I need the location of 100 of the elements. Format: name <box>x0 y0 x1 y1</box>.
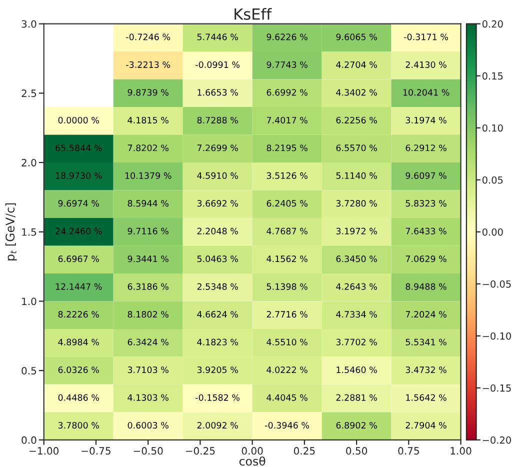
data-label: -0.3946 % <box>265 422 310 429</box>
data-label: 2.4130 % <box>406 61 446 68</box>
data-label: 8.1802 % <box>128 311 168 318</box>
data-label: 8.5944 % <box>128 200 168 207</box>
x-tick-label: 1.00 <box>450 447 472 455</box>
data-label: 3.7800 % <box>58 422 99 429</box>
data-label: 5.5341 % <box>406 338 446 346</box>
data-label: 1.5460 % <box>336 366 377 374</box>
x-tick-label: −1.00 <box>30 447 59 455</box>
x-tick-label: 0.75 <box>398 447 419 455</box>
color-bar-label: 0.20 <box>482 20 503 28</box>
data-label: 7.6433 % <box>406 228 446 234</box>
data-label: 3.1974 % <box>406 116 446 124</box>
chart-title: KsEff <box>234 8 272 20</box>
data-label: 9.8739 % <box>128 89 168 96</box>
data-label: 4.1823 % <box>197 338 238 346</box>
data-label: 4.2704 % <box>336 61 377 68</box>
data-label: -0.3171 % <box>404 34 448 40</box>
data-label: 3.5126 % <box>266 172 308 179</box>
data-label: 6.3186 % <box>128 283 168 290</box>
data-label: 4.0222 % <box>266 366 308 374</box>
data-label: 9.6974 % <box>58 200 99 207</box>
y-tick-label: 0.0 <box>22 436 36 444</box>
y-axis-title: p$_{t}$ [GeV/c] <box>5 203 17 260</box>
data-label: 3.1972 % <box>336 228 377 234</box>
data-label: 0.0000 % <box>58 116 99 124</box>
data-label: 12.1447 % <box>56 283 102 290</box>
data-label: 65.5844 % <box>56 144 102 152</box>
data-label: 7.0629 % <box>406 256 446 262</box>
data-label: 9.7743 % <box>266 61 308 68</box>
x-tick-label: 0.50 <box>346 447 368 455</box>
data-label: 7.4017 % <box>266 116 308 124</box>
data-label: 4.2643 % <box>336 283 377 290</box>
x-tick-label: −0.75 <box>82 447 110 455</box>
data-label: 7.2024 % <box>406 311 446 318</box>
data-label: 6.2405 % <box>266 200 308 207</box>
color-bar-label: 0.05 <box>482 176 503 184</box>
data-label: 2.2048 % <box>197 228 238 234</box>
color-bar-label: −0.20 <box>482 436 511 444</box>
data-label: 9.6065 % <box>336 34 377 40</box>
data-label: 6.2912 % <box>406 144 446 152</box>
data-label: -0.0991 % <box>196 61 240 68</box>
x-axis-title: cosθ <box>239 456 266 466</box>
data-label: 4.6624 % <box>197 311 238 318</box>
data-label: 8.7288 % <box>197 116 238 124</box>
data-label: 8.2226 % <box>58 311 99 318</box>
data-label: 2.0092 % <box>197 422 238 429</box>
data-label: 9.7116 % <box>128 228 168 234</box>
data-label: 5.7446 % <box>197 34 238 40</box>
data-label: 3.7280 % <box>336 200 377 207</box>
color-bar-label: 0.10 <box>482 124 503 132</box>
data-label: 6.8902 % <box>336 422 377 429</box>
data-label: 4.3402 % <box>336 89 377 96</box>
data-label: -0.7246 % <box>126 34 170 40</box>
data-label: 10.2041 % <box>403 89 450 96</box>
data-label: 3.6692 % <box>197 200 238 207</box>
color-bar-label: −0.10 <box>482 332 511 340</box>
data-label: 5.1398 % <box>266 283 308 290</box>
data-label: 1.5642 % <box>406 394 446 401</box>
data-label: 5.0463 % <box>197 256 238 262</box>
data-label: 2.7904 % <box>406 422 446 429</box>
data-label: 9.6097 % <box>406 172 446 179</box>
data-label: 2.5348 % <box>197 283 238 290</box>
y-tick-label: 3.0 <box>22 20 36 28</box>
data-label: 8.2195 % <box>266 144 308 152</box>
data-label: 0.4486 % <box>58 394 99 401</box>
data-label: 9.3441 % <box>128 256 168 262</box>
data-label: 3.7103 % <box>128 366 168 374</box>
data-label: 3.9205 % <box>197 366 238 374</box>
data-label: 2.2881 % <box>336 394 377 401</box>
data-label: 2.7716 % <box>266 311 308 318</box>
data-label: 4.5910 % <box>197 172 238 179</box>
y-tick-label: 0.5 <box>22 366 36 375</box>
data-label: 10.1379 % <box>125 172 172 179</box>
color-bar-label: −0.05 <box>482 280 511 288</box>
data-label: -3.2213 % <box>126 61 170 68</box>
data-label: 4.1303 % <box>128 394 168 401</box>
data-label: 7.2699 % <box>197 144 238 152</box>
data-label: 5.1140 % <box>336 172 377 179</box>
data-label: 6.3450 % <box>336 256 377 262</box>
data-label: 5.8323 % <box>406 200 446 207</box>
x-tick-label: 0.25 <box>294 447 315 455</box>
data-label: 0.6003 % <box>128 422 168 429</box>
color-bar-label: −0.15 <box>482 384 511 392</box>
data-label: 18.9730 % <box>56 172 102 179</box>
data-label: 7.8202 % <box>128 144 168 152</box>
data-label: 4.8984 % <box>58 338 99 346</box>
y-tick-label: 1.0 <box>22 298 36 306</box>
x-tick-label: 0.00 <box>242 447 263 455</box>
data-label: -0.1582 % <box>196 394 240 401</box>
data-label: 9.6226 % <box>266 34 308 40</box>
data-label: 6.5570 % <box>336 144 377 152</box>
data-label: 6.6992 % <box>266 89 308 96</box>
color-bar-label: 0.15 <box>482 72 503 80</box>
data-label: 4.5510 % <box>266 338 308 346</box>
data-label: 24.2460 % <box>56 228 102 234</box>
data-label: 6.3424 % <box>128 338 168 346</box>
data-label: 6.6967 % <box>58 256 99 262</box>
color-bar-label: 0.00 <box>482 228 503 236</box>
y-tick-label: 2.0 <box>22 158 36 166</box>
